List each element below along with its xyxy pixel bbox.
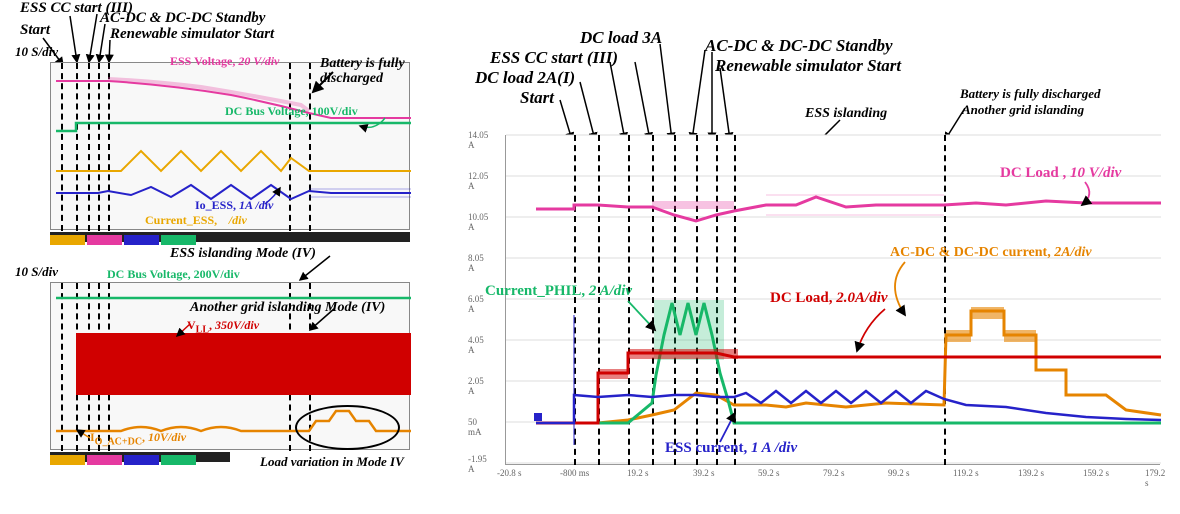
arrow-vll [175, 320, 195, 340]
xtick-8: 139.2 s [1018, 468, 1044, 478]
ytick-8: -1.95 A [468, 454, 487, 474]
arrow-dcbus [355, 116, 395, 136]
arrow-anothergrid [300, 306, 340, 336]
label-r-dcloada: DC Load, 2.0A/div [770, 290, 888, 307]
arrow-r-ess [705, 410, 745, 445]
xtick-0: -20.8 s [497, 468, 522, 478]
xtick-5: 79.2 s [823, 468, 845, 478]
arrow-r-dcloada [855, 306, 895, 356]
arrow-discharged [305, 62, 355, 102]
ytick-2: 10.05 A [468, 212, 488, 232]
ytick-0: 14.05 A [468, 130, 488, 150]
xtick-6: 99.2 s [888, 468, 910, 478]
xtick-3: 39.2 s [693, 468, 715, 478]
label-r-acdc: AC-DC & DC-DC current, 2A/div [890, 245, 1092, 261]
xtick-7: 119.2 s [953, 468, 979, 478]
label-vll: VLL, 350V/div [187, 318, 259, 335]
label-r-phil: Current_PHIL, 2 A/div [485, 283, 632, 300]
label-another-grid: Another grid islanding Mode (IV) [190, 300, 385, 316]
label-ess-voltage: ESS Voltage, 20 V/div [170, 54, 279, 69]
oval-load-variation [295, 405, 400, 450]
channel-strip-bottom [50, 452, 230, 462]
label-dc-bus-100: DC Bus Voltage, 100V/div [225, 104, 358, 119]
arrow-ioess [260, 186, 290, 206]
ytick-7: 50 mA [468, 417, 482, 437]
label-load-var: Load variation in Mode IV [260, 454, 404, 470]
left-figure: ESS CC start (III) Start AC-DC & DC-DC S… [15, 0, 455, 514]
ytick-3: 8.05 A [468, 253, 484, 273]
right-figure: DC load 3A ESS CC start (III) AC-DC & DC… [460, 0, 1180, 514]
channel-strip-top [50, 232, 410, 242]
label-current-ess: Current_ESS, X/div [145, 213, 247, 228]
arrow-ioacdc [75, 428, 95, 443]
arrow-r-dcloadv [1080, 180, 1120, 210]
ytick-6: 2.05 A [468, 376, 484, 396]
xtick-4: 59.2 s [758, 468, 780, 478]
xtick-10: 179.2 s [1145, 468, 1165, 488]
ytick-4: 6.05 A [468, 294, 484, 314]
label-dc-bus-200: DC Bus Voltage, 200V/div [107, 267, 240, 282]
label-islanding: ESS islanding Mode (IV) [170, 246, 316, 262]
arrow-island [295, 250, 335, 285]
arrow-r-phil [625, 298, 665, 338]
ytick-5: 4.05 A [468, 335, 484, 355]
label-io-acdc: IO_AC+DC, 10V/div [90, 430, 186, 447]
xtick-2: 19.2 s [627, 468, 649, 478]
xtick-1: -800 ms [560, 468, 589, 478]
xtick-9: 159.2 s [1083, 468, 1109, 478]
ytick-1: 12.05 A [468, 171, 488, 191]
label-timebase-bot: 10 S/div [15, 264, 58, 280]
